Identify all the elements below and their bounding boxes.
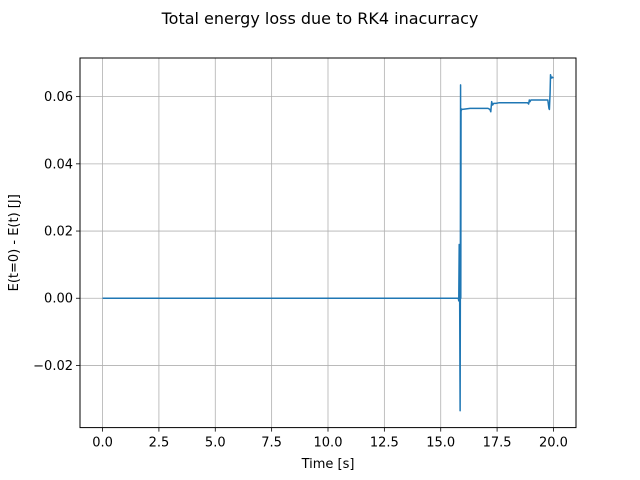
x-tick-label: 15.0 — [426, 436, 455, 451]
x-tick-label: 0.0 — [92, 436, 113, 451]
x-tick-label: 10.0 — [314, 436, 343, 451]
x-tick-label: 20.0 — [539, 436, 568, 451]
x-tick-label: 7.5 — [261, 436, 282, 451]
plot-area — [102, 74, 554, 412]
series-line — [102, 74, 554, 412]
x-tick-label: 2.5 — [149, 436, 170, 451]
y-tick-label: −0.02 — [33, 359, 73, 374]
y-axis: −0.02 0.00 0.02 0.04 0.06 — [33, 90, 80, 374]
x-tick-label: 17.5 — [483, 436, 512, 451]
y-tick-label: 0.00 — [44, 292, 73, 307]
x-tick-label: 12.5 — [370, 436, 399, 451]
x-axis: 0.0 2.5 5.0 7.5 10.0 12.5 15.0 17.5 20.0 — [92, 427, 568, 451]
chart-title: Total energy loss due to RK4 inacurracy — [161, 9, 479, 28]
x-tick-label: 5.0 — [205, 436, 226, 451]
y-tick-label: 0.06 — [44, 90, 73, 105]
y-axis-label: E(t=0) - E(t) [J] — [7, 194, 22, 291]
x-axis-label: Time [s] — [301, 457, 355, 472]
y-tick-label: 0.04 — [44, 157, 73, 172]
y-tick-label: 0.02 — [44, 225, 73, 240]
